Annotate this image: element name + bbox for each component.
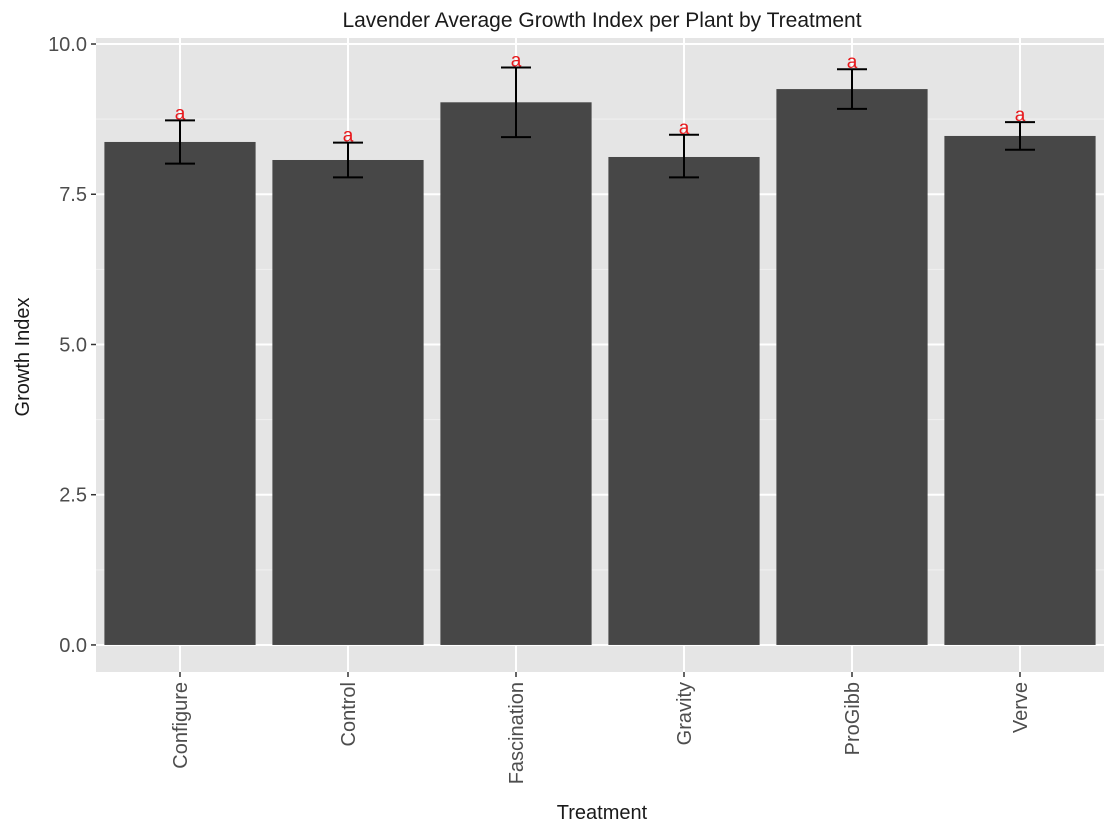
x-axis-title: Treatment <box>557 802 648 824</box>
plot-panel <box>96 38 1104 672</box>
y-axis: 0.0 2.5 5.0 7.5 10.0 <box>48 34 96 657</box>
bar-fascination <box>440 102 592 645</box>
y-tick-label: 7.5 <box>59 184 87 206</box>
error-bar-gravity <box>669 133 699 179</box>
x-tick-label-gravity: Gravity <box>674 682 696 745</box>
x-tick-label-fascination: Fascination <box>506 682 528 784</box>
y-tick-label: 0.0 <box>59 635 87 657</box>
significance-letter-verve: a <box>1015 105 1026 126</box>
y-tick-label: 2.5 <box>59 485 87 507</box>
y-tick-label: 5.0 <box>59 334 87 356</box>
bar-progibb <box>776 89 928 645</box>
significance-letter-progibb: a <box>847 52 858 73</box>
error-bar-verve <box>1005 121 1035 151</box>
x-tick-label-configure: Configure <box>170 682 192 769</box>
bar-configure <box>104 141 256 645</box>
chart-title: Lavender Average Growth Index per Plant … <box>342 9 861 32</box>
error-bar-control <box>333 141 363 179</box>
bars <box>104 89 1096 645</box>
bar-gravity <box>608 156 760 645</box>
x-tick-label-verve: Verve <box>1010 682 1032 733</box>
error-bar-progibb <box>837 68 867 110</box>
error-bars <box>165 66 1035 179</box>
x-tick-label-progibb: ProGibb <box>842 682 864 755</box>
x-tick-label-control: Control <box>338 682 360 746</box>
bar-verve <box>944 135 1096 645</box>
significance-letter-fascination: a <box>511 50 522 71</box>
error-bar-fascination <box>501 66 531 139</box>
significance-letter-configure: a <box>175 103 186 124</box>
significance-letters: a a a a a a <box>175 50 1026 146</box>
x-axis: Configure Control Fascination Gravity ProGib… <box>170 672 1032 784</box>
error-bar-configure <box>165 119 195 165</box>
y-axis-title: Growth Index <box>12 298 34 417</box>
significance-letter-gravity: a <box>679 118 690 139</box>
significance-letter-control: a <box>343 126 354 147</box>
y-tick-label: 10.0 <box>48 34 87 56</box>
bar-control <box>272 159 424 645</box>
